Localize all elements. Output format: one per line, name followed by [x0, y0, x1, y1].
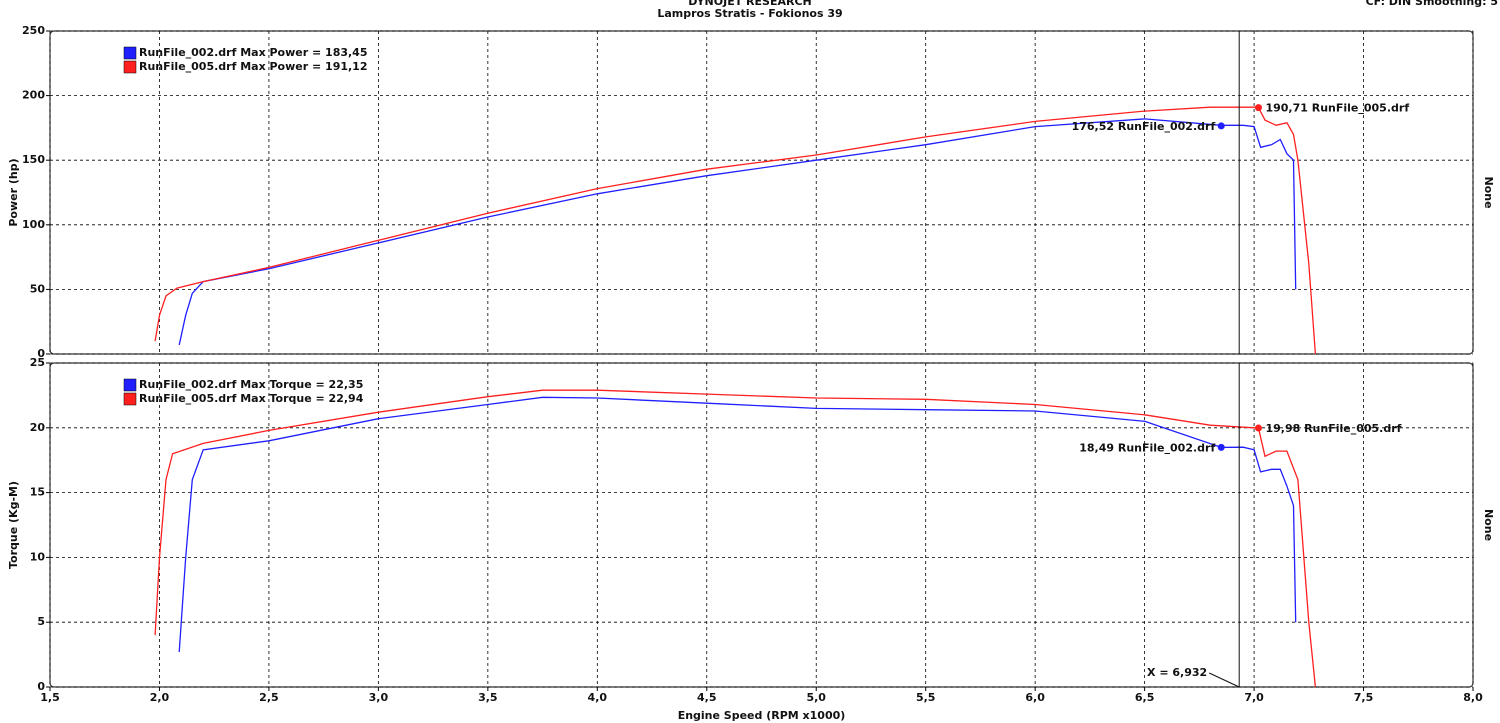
plot-area: [49, 30, 1474, 355]
legend-label: RunFile_005.drf Max Torque = 22,94: [139, 392, 364, 405]
x-tick-label: 1,5: [40, 691, 60, 704]
y-tick-label: 250: [22, 24, 45, 37]
annotation-point: [1217, 122, 1225, 130]
x-tick-label: 3,5: [478, 691, 498, 704]
x-tick-label: 5,5: [916, 691, 936, 704]
x-tick-label: 7,5: [1354, 691, 1374, 704]
header-settings: CF: DIN Smoothing: 5: [1366, 0, 1498, 8]
x-tick-label: 2,5: [259, 691, 279, 704]
plot-area: [49, 362, 1474, 688]
annotation-label: 18,49 RunFile_002.drf: [1079, 441, 1215, 454]
y-tick-label: 0: [37, 347, 45, 360]
legend-label: RunFile_002.drf Max Torque = 22,35: [139, 378, 363, 391]
header-title: DYNOJET RESEARCH: [688, 0, 811, 8]
legend-swatch: [123, 392, 137, 406]
annotation-label: 190,71 RunFile_005.drf: [1265, 102, 1409, 115]
series-line: [178, 396, 1297, 653]
legend-swatch: [123, 60, 137, 74]
annotation-point: [1254, 104, 1262, 112]
y-tick-label: 0: [37, 680, 45, 693]
legend-swatch: [123, 378, 137, 392]
cursor-label: X = 6,932: [1147, 666, 1207, 679]
series-line: [154, 106, 1317, 355]
y-tick-label: 25: [30, 356, 45, 369]
x-tick-label: 5,0: [806, 691, 826, 704]
right-label: None: [1482, 176, 1495, 208]
x-tick-label: 4,0: [588, 691, 608, 704]
series-line: [154, 389, 1317, 688]
y-tick-label: 100: [22, 218, 45, 231]
y-tick-label: 50: [30, 282, 46, 295]
y-tick-label: 200: [22, 89, 45, 102]
x-tick-label: 6,5: [1135, 691, 1155, 704]
annotation-label: 19,98 RunFile_005.drf: [1265, 422, 1401, 435]
y-tick-label: 15: [30, 486, 45, 499]
y-axis-title: Power (hp): [7, 158, 20, 226]
legend-label: RunFile_002.drf Max Power = 183,45: [139, 46, 368, 59]
y-tick-label: 150: [22, 153, 45, 166]
annotation-point: [1254, 424, 1262, 432]
x-axis-title: Engine Speed (RPM x1000): [678, 709, 846, 722]
x-tick-label: 6,0: [1025, 691, 1045, 704]
header-subtitle: Lampros Stratis - Fokionos 39: [657, 7, 842, 20]
annotation-point: [1217, 443, 1225, 451]
legend-swatch: [123, 46, 137, 60]
x-tick-label: 8,0: [1463, 691, 1483, 704]
annotation-label: 176,52 RunFile_002.drf: [1072, 120, 1216, 133]
x-tick-label: 7,0: [1244, 691, 1264, 704]
y-axis-title: Torque (Kg-M): [7, 481, 20, 569]
cursor-leader: [1208, 672, 1240, 688]
legend-label: RunFile_005.drf Max Power = 191,12: [139, 60, 368, 73]
y-tick-label: 20: [30, 421, 46, 434]
x-tick-label: 2,0: [150, 691, 170, 704]
right-label: None: [1482, 509, 1495, 541]
y-tick-label: 10: [30, 550, 46, 563]
y-tick-label: 5: [37, 615, 45, 628]
x-tick-label: 3,0: [369, 691, 389, 704]
x-tick-label: 4,5: [697, 691, 717, 704]
